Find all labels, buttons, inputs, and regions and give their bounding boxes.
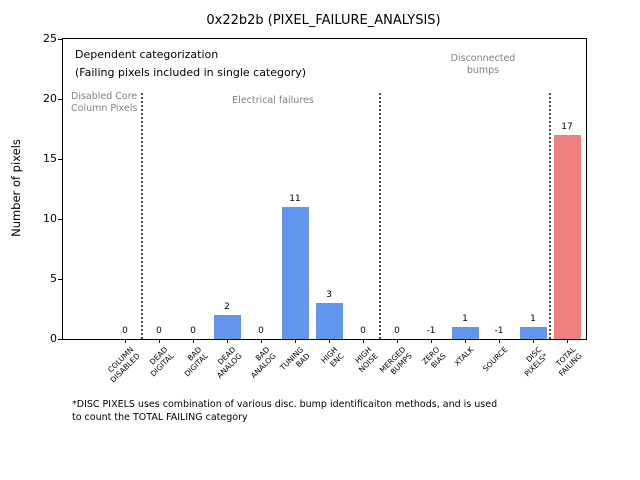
x-tick-mark: [226, 339, 228, 343]
bar-value-label: 0: [360, 326, 366, 336]
plot-area: Dependent categorization (Failing pixels…: [43, 32, 587, 384]
y-tick-mark: [58, 278, 63, 280]
group-label-disconnected-bumps: Disconnected bumps: [450, 53, 516, 77]
y-tick-mark: [58, 218, 63, 220]
y-tick-label: 25: [43, 32, 57, 45]
x-tick-mark: [260, 339, 262, 343]
x-tick-mark: [192, 339, 194, 343]
y-tick-mark: [58, 98, 63, 100]
bar-value-label: 0: [122, 326, 128, 336]
y-tick-label: 20: [43, 92, 57, 105]
section-separator-line: [141, 93, 143, 339]
bar-value-label: 0: [156, 326, 162, 336]
bar-value-label: 0: [394, 326, 400, 336]
x-tick-mark: [396, 339, 398, 343]
bar: [281, 207, 309, 339]
x-tick-mark: [362, 339, 364, 343]
footnote: *DISC PIXELS uses combination of various…: [72, 399, 498, 424]
bar: [519, 327, 547, 339]
bar-value-label: 2: [224, 302, 230, 312]
annotation-dependent-categorization: Dependent categorization: [75, 48, 219, 61]
bar-value-label: 17: [561, 122, 573, 132]
x-tick-mark: [498, 339, 500, 343]
chart-title: 0x22b2b (PIXEL_FAILURE_ANALYSIS): [206, 13, 441, 28]
x-tick-mark: [158, 339, 160, 343]
bar: [553, 135, 581, 339]
y-axis-label: Number of pixels: [9, 139, 23, 237]
bar: [213, 315, 241, 339]
bar-value-label: 3: [326, 290, 332, 300]
y-tick-mark: [58, 158, 63, 160]
y-tick-label: 0: [50, 332, 57, 345]
group-label-disabled-core: Disabled Core Column Pixels: [71, 91, 138, 115]
group-label-electrical-failures: Electrical failures: [232, 95, 314, 106]
bar-value-label: 0: [258, 326, 264, 336]
section-separator-line: [549, 93, 551, 339]
x-tick-mark: [532, 339, 534, 343]
y-tick-label: 5: [50, 272, 57, 285]
y-tick-mark: [58, 338, 63, 340]
bar: [315, 303, 343, 339]
bar-value-label: 1: [530, 314, 536, 324]
x-tick-mark: [294, 339, 296, 343]
bar-value-label: -1: [494, 326, 504, 336]
bar-value-label: -1: [426, 326, 436, 336]
x-tick-mark: [328, 339, 330, 343]
x-tick-mark: [566, 339, 568, 343]
y-tick-mark: [58, 38, 63, 40]
bar: [451, 327, 479, 339]
y-tick-label: 15: [43, 152, 57, 165]
annotation-failing-pixels-note: (Failing pixels included in single categ…: [75, 66, 307, 79]
section-separator-line: [379, 93, 381, 339]
bar-value-label: 1: [462, 314, 468, 324]
x-tick-mark: [124, 339, 126, 343]
y-tick-label: 10: [43, 212, 57, 225]
x-tick-mark: [430, 339, 432, 343]
bar-value-label: 0: [190, 326, 196, 336]
bar-value-label: 11: [289, 194, 301, 204]
x-tick-mark: [464, 339, 466, 343]
